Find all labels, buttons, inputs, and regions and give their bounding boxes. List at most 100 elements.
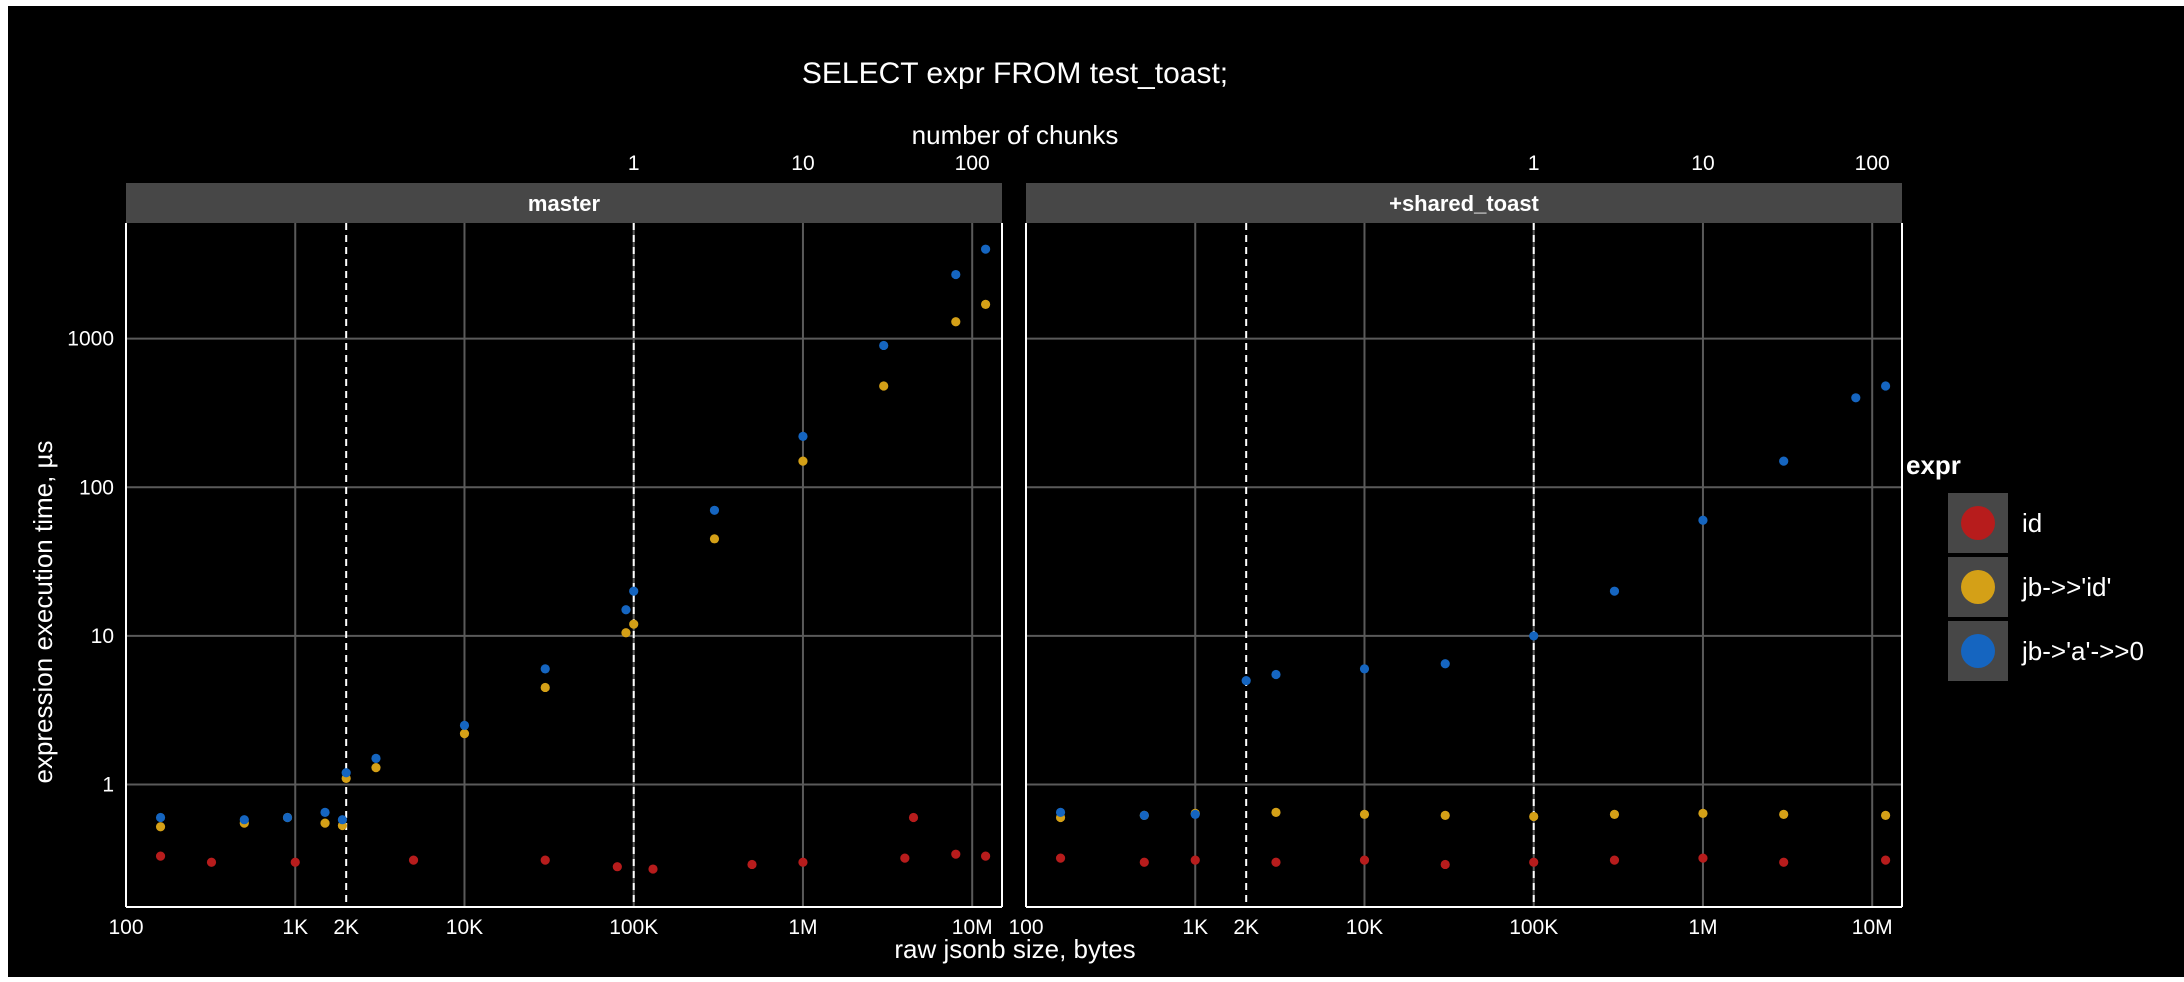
data-point	[341, 768, 351, 778]
data-point	[1698, 515, 1708, 525]
secondary-x-axis-label: number of chunks	[912, 120, 1119, 150]
x-tick-label: 100	[1008, 916, 1043, 939]
x-tick-label: 10K	[1346, 916, 1383, 939]
series-id	[155, 812, 991, 874]
legend-title: expr	[1906, 450, 1961, 480]
data-point	[612, 862, 622, 872]
data-point	[951, 849, 961, 859]
data-point	[320, 807, 330, 817]
data-point	[206, 857, 217, 867]
data-point	[951, 317, 961, 327]
data-point	[879, 381, 889, 391]
series-jb->'a'->>0	[155, 244, 991, 825]
x-tick-label: 1M	[1688, 916, 1717, 939]
y-axis-label: expression execution time, µs	[28, 440, 58, 783]
data-point	[1698, 853, 1708, 863]
data-point	[1440, 810, 1450, 820]
data-point	[1241, 676, 1251, 686]
legend-item: jb->'a'->>0	[1948, 621, 2144, 681]
data-point	[337, 815, 348, 825]
data-point	[1779, 456, 1789, 466]
x-tick-label: 1M	[788, 916, 817, 939]
data-point	[540, 855, 550, 865]
facet-strip	[1026, 183, 1902, 223]
figure-background	[8, 6, 2184, 977]
legend-label: id	[2022, 508, 2042, 538]
x2-tick-label: 100	[1855, 152, 1890, 175]
data-point	[1609, 809, 1620, 819]
x-tick-label: 1K	[1182, 916, 1208, 939]
data-point	[371, 753, 381, 763]
x-tick-label: 2K	[1233, 916, 1259, 939]
data-point	[1609, 855, 1620, 865]
data-point	[1440, 859, 1450, 870]
data-point	[1055, 807, 1066, 817]
x-tick-label: 100K	[609, 916, 658, 939]
data-point	[951, 269, 961, 280]
data-point	[1529, 811, 1539, 822]
data-point	[629, 619, 639, 629]
data-point	[1779, 857, 1789, 867]
x-tick-label: 10K	[446, 916, 483, 939]
y-tick-label: 1	[102, 774, 114, 797]
legend-item: jb->>'id'	[1948, 557, 2111, 617]
data-point	[980, 851, 991, 861]
data-point	[371, 763, 381, 773]
facet-strip	[126, 183, 1002, 223]
legend-label: jb->'a'->>0	[2021, 636, 2144, 666]
data-point	[709, 534, 720, 544]
x-axis-label: raw jsonb size, bytes	[894, 934, 1135, 964]
data-point	[900, 853, 910, 863]
data-point	[408, 855, 419, 865]
facet-panel-1: +shared_toast 100 1K 2K 10K 100K 1M 10M 1 10 100	[1008, 152, 1903, 939]
x2-tick-label: 1	[628, 152, 640, 175]
data-point	[621, 628, 631, 638]
x-tick-label: 2K	[333, 916, 359, 939]
data-point	[798, 456, 808, 466]
legend-marker	[1961, 634, 1995, 668]
data-point	[290, 857, 300, 867]
data-point	[1851, 393, 1861, 403]
data-point	[1190, 855, 1200, 865]
data-point	[1271, 857, 1281, 867]
data-point	[621, 605, 631, 615]
data-point	[320, 818, 330, 828]
data-point	[155, 822, 166, 832]
legend-marker	[1961, 570, 1995, 604]
x2-tick-label: 10	[791, 152, 814, 175]
data-point	[1359, 664, 1370, 674]
series-id	[1055, 853, 1891, 870]
data-point	[1190, 809, 1200, 819]
data-point	[980, 244, 991, 254]
data-point	[980, 299, 991, 310]
data-point	[1440, 659, 1450, 669]
facet-panel-0: master 100 1K 2K 10K 100K 1M 10M 1 10 100 1 10 100 100…	[67, 152, 1003, 939]
data-point	[155, 812, 166, 823]
x-tick-label: 10M	[1852, 916, 1893, 939]
data-point	[1609, 586, 1620, 596]
data-point	[629, 586, 639, 596]
y-tick-label: 100	[79, 476, 114, 499]
facet-strip-label: master	[528, 191, 601, 216]
data-point	[1139, 810, 1149, 820]
data-point	[155, 851, 166, 861]
data-point	[1055, 853, 1066, 863]
data-point	[239, 815, 249, 825]
data-point	[908, 812, 919, 823]
data-point	[798, 431, 808, 441]
data-point	[459, 729, 470, 739]
x-tick-label: 1K	[282, 916, 308, 939]
data-point	[1139, 857, 1149, 867]
data-point	[879, 340, 889, 351]
y-tick-label: 10	[91, 625, 114, 648]
x2-tick-label: 1	[1528, 152, 1540, 175]
data-point	[1529, 631, 1539, 641]
legend-marker	[1961, 506, 1995, 540]
data-point	[1271, 807, 1281, 817]
data-point	[1880, 810, 1891, 820]
x-tick-label: 100K	[1509, 916, 1558, 939]
data-point	[1880, 855, 1891, 865]
data-point	[459, 720, 470, 730]
